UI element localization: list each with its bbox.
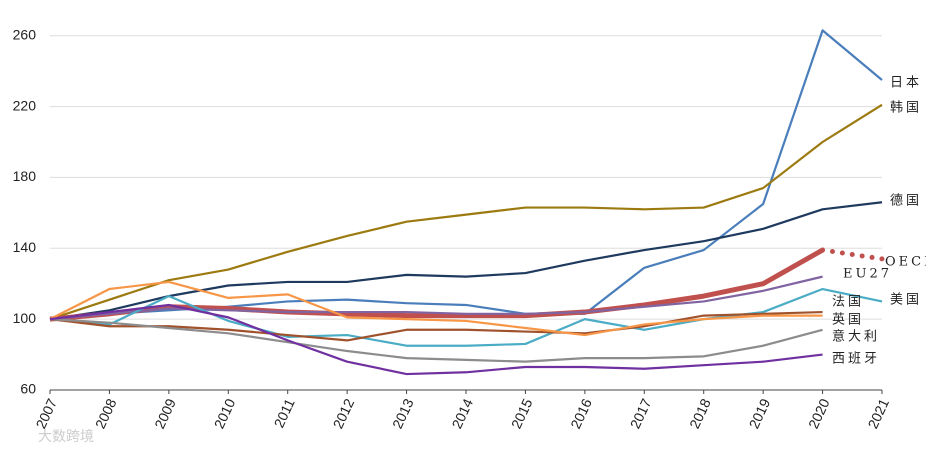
x-tick-label: 2014	[448, 396, 476, 431]
legend-label: 意大利	[832, 329, 880, 345]
x-tick-label: 2016	[567, 396, 595, 431]
legend-label: OECD	[885, 255, 926, 270]
series-line	[49, 310, 823, 342]
x-tick-label: 2017	[627, 396, 655, 431]
y-tick-label: 100	[13, 310, 37, 326]
x-tick-label: 2019	[746, 396, 774, 431]
x-tick-label: 2015	[508, 396, 536, 431]
x-tick-label: 2010	[211, 396, 239, 431]
legend-label: 韩国	[890, 101, 922, 116]
x-tick-label: 2011	[271, 396, 298, 430]
legend-label: 日本	[890, 76, 922, 91]
series-line-projection	[820, 247, 885, 262]
series-line	[49, 103, 883, 321]
x-tick-label: 2007	[32, 396, 60, 431]
y-tick-label: 60	[20, 381, 36, 397]
x-tick-label: 2021	[864, 396, 892, 431]
x-tick-label: 2008	[92, 396, 120, 431]
series-line	[49, 275, 823, 321]
x-tick-label: 2009	[151, 396, 179, 431]
legend-label: 美国	[890, 293, 922, 308]
x-tick-label: 2013	[389, 396, 417, 431]
series-line	[49, 280, 823, 337]
series-line	[49, 201, 883, 321]
y-tick-label: 140	[13, 239, 37, 255]
series-line	[49, 318, 823, 363]
legend-label: 英国	[832, 313, 864, 328]
legend-label: 德国	[890, 194, 922, 209]
x-tick-label: 2012	[330, 396, 358, 431]
watermark: 大数跨境	[38, 429, 94, 445]
x-tick-label: 2018	[686, 396, 714, 431]
legend-label: EU27	[843, 267, 892, 282]
x-tick-label: 2020	[805, 396, 833, 431]
legend-label: 西班牙	[832, 352, 880, 367]
y-tick-label: 220	[13, 97, 37, 113]
legend-label: 法国	[832, 295, 864, 310]
y-tick-label: 180	[13, 168, 37, 184]
y-tick-label: 260	[13, 26, 37, 42]
series-line	[49, 303, 823, 376]
